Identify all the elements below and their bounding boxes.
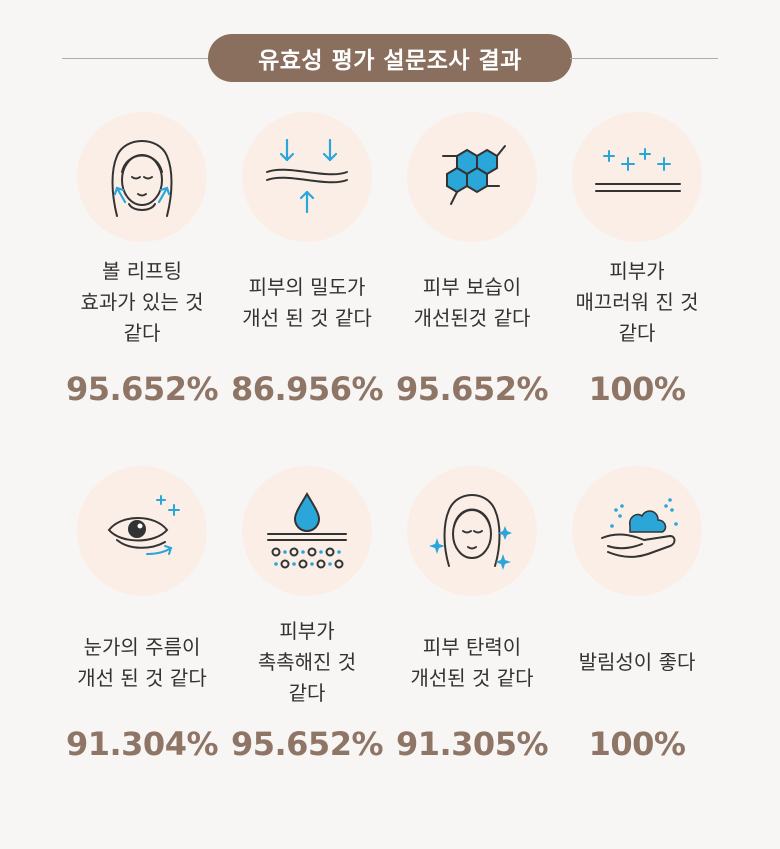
item-percentage: 95.652% [395, 370, 549, 408]
item-percentage: 95.652% [230, 725, 384, 763]
header-divider-left [62, 58, 212, 59]
item-percentage: 91.304% [65, 725, 219, 763]
skin-density-icon [242, 112, 372, 242]
item-label: 피부 보습이 개선된것 같다 [413, 274, 531, 330]
header-divider-right [570, 58, 718, 59]
survey-header: 유효성 평가 설문조사 결과 [0, 34, 780, 82]
item-percentage: 91.305% [395, 725, 549, 763]
molecule-moisture-icon [407, 112, 537, 242]
item-percentage: 100% [588, 725, 686, 763]
item-label: 볼 리프팅 효과가 있는 것 같다 [80, 259, 204, 345]
item-percentage: 95.652% [65, 370, 219, 408]
item-label: 피부가 매끄러워 진 것 같다 [575, 259, 699, 345]
item-percentage: 100% [588, 370, 686, 408]
item-percentage: 86.956% [230, 370, 384, 408]
water-drop-skin-icon [242, 466, 372, 596]
item-label: 피부가 촉촉해진 것 같다 [257, 619, 357, 705]
item-label: 발림성이 좋다 [578, 650, 696, 674]
item-label: 피부의 밀도가 개선 된 것 같다 [242, 274, 372, 330]
smooth-skin-sparkle-icon [572, 112, 702, 242]
survey-title: 유효성 평가 설문조사 결과 [208, 34, 572, 82]
item-label: 눈가의 주름이 개선 된 것 같다 [77, 634, 207, 690]
face-lifting-icon [77, 112, 207, 242]
face-elasticity-sparkle-icon [407, 466, 537, 596]
eye-wrinkle-icon [77, 466, 207, 596]
item-label: 피부 탄력이 개선된 것 같다 [410, 634, 534, 690]
cream-hand-icon [572, 466, 702, 596]
